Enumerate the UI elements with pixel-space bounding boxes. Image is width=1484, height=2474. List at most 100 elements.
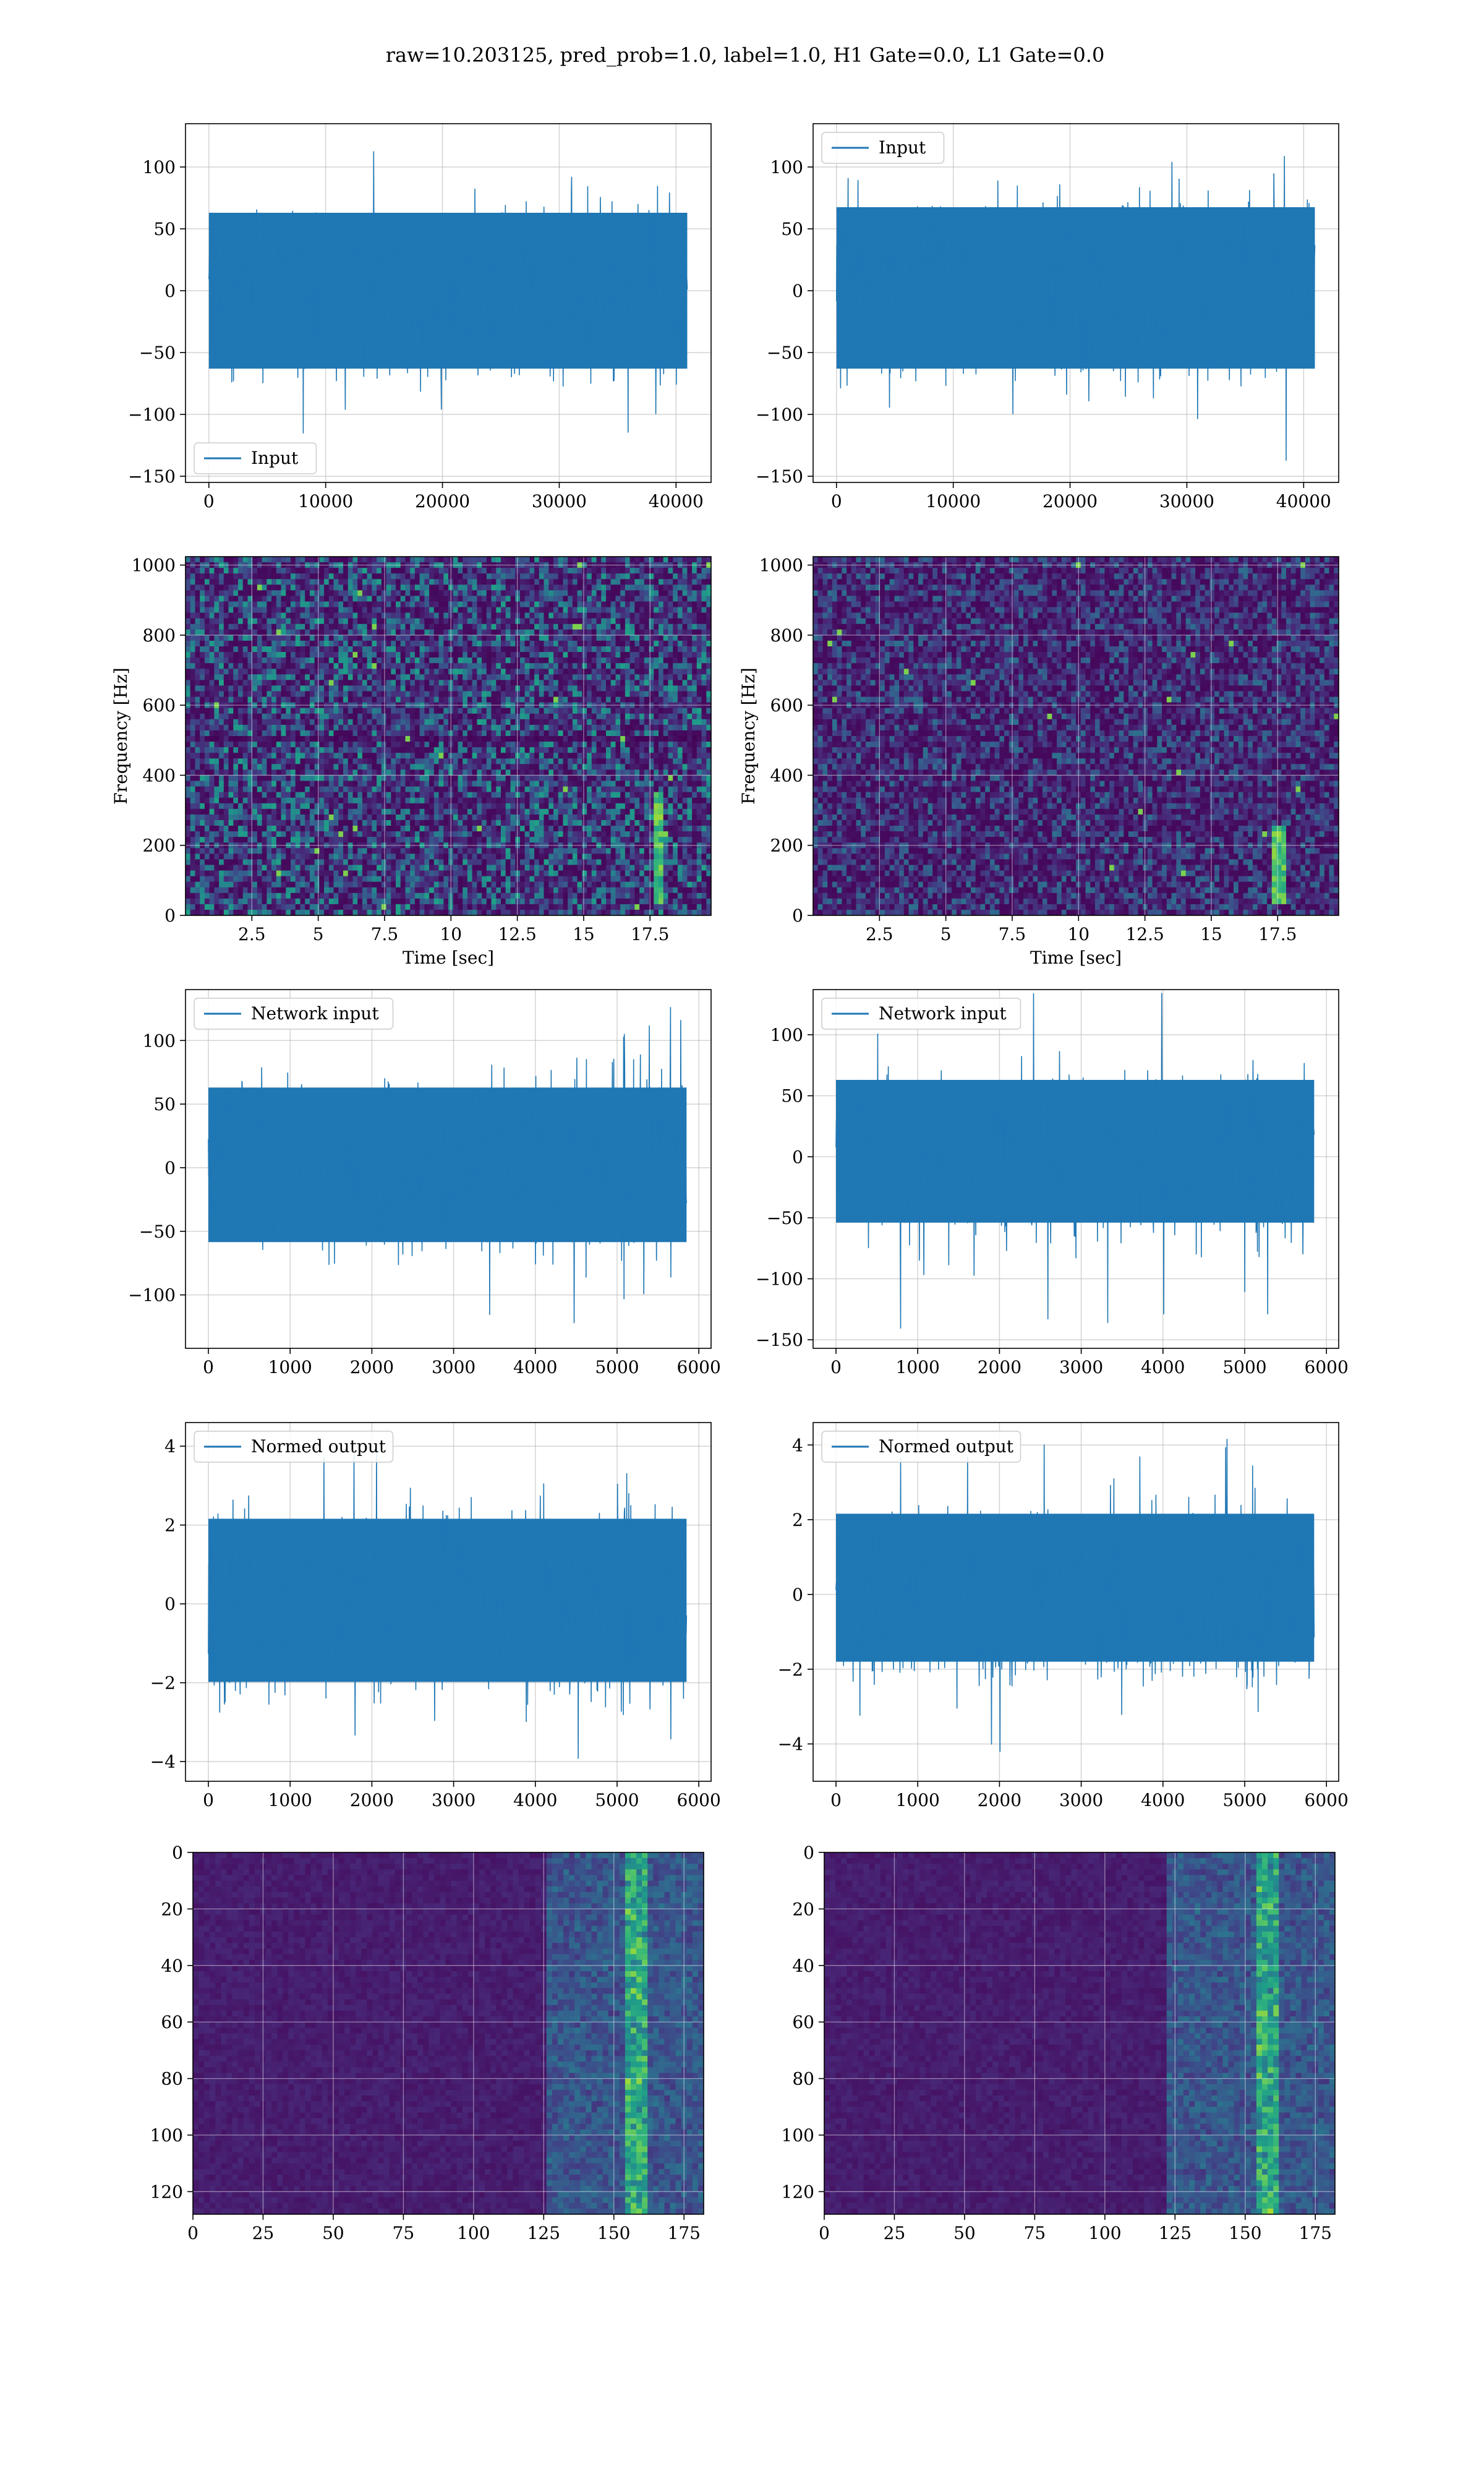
heatmap-cell (377, 596, 382, 602)
heatmap-cell (438, 562, 444, 568)
heatmap-cell (247, 618, 253, 625)
heatmap-cell (620, 663, 626, 669)
heatmap-cell (505, 579, 511, 585)
heatmap-cell (615, 557, 621, 563)
heatmap-cell (372, 724, 377, 731)
heatmap-cell (553, 736, 559, 742)
heatmap-cell (200, 590, 205, 597)
heatmap-cell (391, 584, 396, 591)
heatmap-cell (357, 640, 363, 647)
heatmap-cell (463, 635, 468, 641)
heatmap-cell (659, 691, 664, 698)
heatmap-cell (195, 640, 200, 647)
heatmap-cell (433, 680, 440, 687)
heatmap-cell (453, 557, 458, 563)
heatmap-cell (701, 562, 707, 568)
heatmap-cell (219, 685, 224, 692)
heatmap-cell (544, 618, 549, 625)
heatmap-cell (414, 680, 420, 687)
heatmap-cell (515, 781, 521, 787)
panel-h1-spectrogram: 2.5 5 7.5 10 12.5 15 17.502004006008001000Time… (111, 555, 712, 968)
heatmap-cell (563, 579, 568, 585)
heatmap-cell (558, 646, 563, 653)
heatmap-cell (219, 775, 224, 782)
heatmap-cell (276, 736, 282, 742)
heatmap-cell (482, 640, 487, 647)
heatmap-cell (515, 742, 521, 748)
heatmap-cell (453, 568, 458, 574)
heatmap-cell (281, 652, 286, 658)
heatmap-cell (281, 775, 286, 782)
heatmap-cell (190, 640, 195, 647)
heatmap-cell (372, 657, 377, 664)
heatmap-cell (629, 719, 635, 726)
heatmap-cell (357, 584, 363, 591)
heatmap-cell (357, 680, 363, 687)
heatmap-cell (324, 618, 330, 625)
heatmap-cell (286, 674, 291, 680)
heatmap-cell (252, 635, 258, 641)
heatmap-cell (372, 646, 377, 653)
heatmap-cell (606, 568, 612, 574)
heatmap-cell (582, 792, 587, 798)
heatmap-cell (386, 601, 391, 608)
heatmap-cell (362, 724, 368, 731)
heatmap-cell (591, 612, 597, 619)
heatmap-cell (295, 797, 301, 804)
heatmap-cell (214, 730, 220, 737)
heatmap-cell (362, 590, 368, 597)
heatmap-cell (367, 584, 372, 591)
heatmap-cell (238, 797, 244, 804)
heatmap-cell (696, 685, 702, 692)
heatmap-cell (687, 568, 693, 574)
heatmap-cell (620, 601, 626, 608)
heatmap-cell (286, 584, 291, 591)
heatmap-cell (515, 568, 521, 574)
heatmap-cell (352, 584, 358, 591)
heatmap-cell (419, 623, 425, 630)
heatmap-cell (529, 724, 535, 731)
heatmap-cell (267, 618, 272, 625)
heatmap-cell (228, 674, 234, 680)
heatmap-cell (659, 612, 664, 619)
heatmap-cell (692, 736, 697, 742)
heatmap-cell (601, 719, 607, 726)
heatmap-cell (186, 797, 191, 804)
heatmap-cell (553, 792, 559, 798)
heatmap-cell (682, 680, 688, 687)
heatmap-cell (568, 601, 573, 608)
heatmap-cell (610, 607, 616, 614)
heatmap-cell (582, 674, 587, 680)
heatmap-cell (486, 696, 492, 703)
heatmap-cell (453, 708, 458, 714)
heatmap-cell (419, 786, 425, 793)
heatmap-cell (204, 792, 210, 798)
heatmap-cell (414, 747, 420, 753)
heatmap-cell (377, 669, 382, 675)
heatmap-cell (472, 769, 477, 776)
heatmap-cell (629, 674, 635, 680)
heatmap-cell (343, 674, 349, 680)
heatmap-cell (572, 584, 578, 591)
heatmap-cell (424, 657, 430, 664)
heatmap-cell (673, 753, 678, 759)
heatmap-cell (577, 646, 582, 653)
heatmap-cell (596, 612, 602, 619)
heatmap-cell (324, 724, 330, 731)
heatmap-cell (309, 742, 315, 748)
heatmap-cell (558, 691, 563, 698)
heatmap-cell (405, 629, 411, 636)
heatmap-cell (654, 669, 659, 675)
heatmap-cell (419, 769, 425, 776)
heatmap-cell (238, 629, 244, 636)
heatmap-cell (214, 579, 220, 585)
heatmap-cell (610, 742, 616, 748)
y-tick-label: 0 (792, 281, 803, 301)
heatmap-cell (458, 769, 463, 776)
heatmap-cell (634, 557, 640, 563)
heatmap-cell (629, 568, 635, 574)
heatmap-cell (204, 568, 210, 574)
heatmap-cell (644, 590, 650, 597)
heatmap-cell (544, 601, 549, 608)
heatmap-cell (247, 607, 253, 614)
